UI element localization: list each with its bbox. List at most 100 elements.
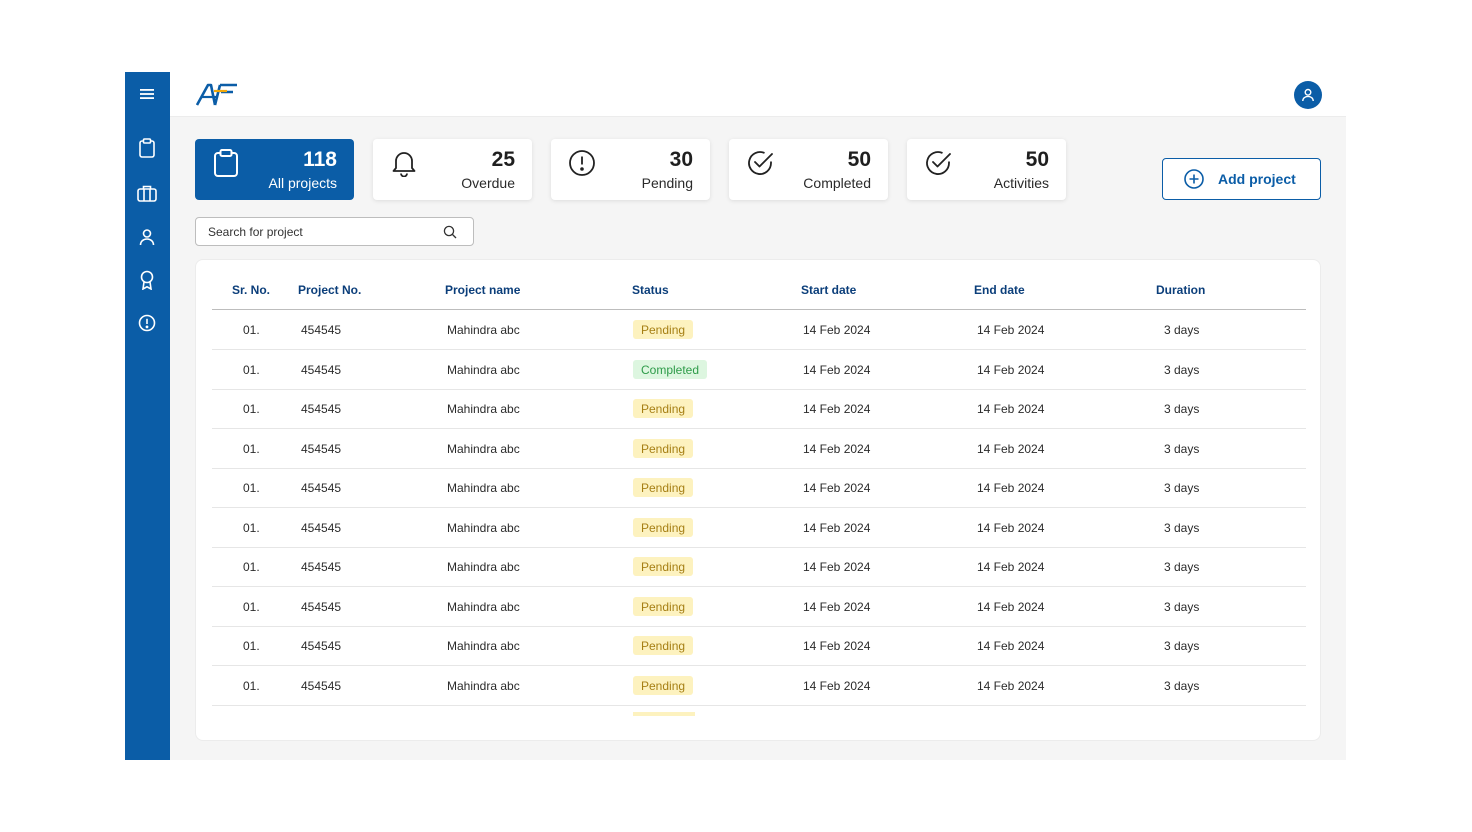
cell-duration: 3 days	[1164, 323, 1200, 337]
status-badge: Pending	[633, 636, 694, 655]
column-header: Project name	[445, 283, 521, 297]
stat-label: All projects	[268, 175, 337, 191]
cell-project-name: Mahindra abc	[447, 600, 520, 614]
table-row[interactable]: 01. 454545 Mahindra abc Pending 14 Feb 2…	[212, 429, 1306, 469]
table-row[interactable]: 01. 454545 Mahindra abc Pending 14 Feb 2…	[212, 310, 1306, 350]
clipboard-icon[interactable]	[136, 137, 158, 159]
alert-circle-icon[interactable]	[136, 312, 158, 334]
cell-project-no: 454545	[301, 442, 342, 456]
cell-project-no: 454545	[301, 560, 342, 574]
cell-project-no: 454545	[301, 679, 342, 693]
stat-count: 30	[669, 148, 693, 171]
stat-label: Activities	[993, 175, 1049, 191]
cell-duration: 3 days	[1164, 679, 1200, 693]
cell-start-date: 14 Feb 2024	[803, 323, 871, 337]
cell-duration: 3 days	[1164, 363, 1200, 377]
cell-project-name: Mahindra abc	[447, 521, 520, 535]
stat-card-pending[interactable]: 30 Pending	[551, 139, 710, 200]
cell-project-name: Mahindra abc	[447, 481, 520, 495]
company-logo[interactable]	[195, 81, 240, 107]
cell-project-no: 454545	[301, 600, 342, 614]
column-header: Project No.	[298, 283, 362, 297]
status-badge: Pending	[633, 478, 694, 497]
check-circle-icon	[925, 149, 951, 177]
status-badge: Pending	[633, 320, 694, 339]
stat-card-completed[interactable]: 50 Completed	[729, 139, 888, 200]
stat-count: 50	[1025, 148, 1049, 171]
stat-label: Pending	[641, 175, 693, 191]
cell-duration: 3 days	[1164, 521, 1200, 535]
user-icon[interactable]	[136, 226, 158, 248]
stat-count: 50	[847, 148, 871, 171]
search-input[interactable]	[208, 224, 428, 240]
column-header: Status	[632, 283, 669, 297]
cell-start-date: 14 Feb 2024	[803, 521, 871, 535]
cell-project-no: 454545	[301, 521, 342, 535]
top-bar	[170, 72, 1346, 117]
table-row[interactable]: 01. 454545 Mahindra abc Pending 14 Feb 2…	[212, 508, 1306, 548]
plus-circle-icon	[1184, 169, 1204, 189]
cell-project-name: Mahindra abc	[447, 560, 520, 574]
cell-start-date: 14 Feb 2024	[803, 600, 871, 614]
cell-sr-no: 01.	[243, 521, 260, 535]
column-header: End date	[974, 283, 1025, 297]
next-row-badge-peek	[633, 712, 695, 716]
table-row[interactable]: 01. 454545 Mahindra abc Completed 14 Feb…	[212, 350, 1306, 390]
cell-duration: 3 days	[1164, 402, 1200, 416]
user-avatar[interactable]	[1294, 81, 1322, 109]
add-project-label: Add project	[1218, 171, 1296, 187]
briefcase-icon[interactable]	[136, 182, 158, 204]
status-badge: Pending	[633, 676, 694, 695]
table-header: Sr. No. Project No. Project name Status …	[212, 260, 1306, 310]
cell-project-name: Mahindra abc	[447, 402, 520, 416]
cell-project-name: Mahindra abc	[447, 639, 520, 653]
stat-count: 25	[491, 148, 515, 171]
status-badge: Pending	[633, 518, 694, 537]
cell-sr-no: 01.	[243, 442, 260, 456]
cell-end-date: 14 Feb 2024	[977, 521, 1045, 535]
table-row[interactable]: 01. 454545 Mahindra abc Pending 14 Feb 2…	[212, 389, 1306, 429]
stat-card-activities[interactable]: 50 Activities	[907, 139, 1066, 200]
add-project-button[interactable]: Add project	[1162, 158, 1321, 200]
stat-label: Overdue	[461, 175, 515, 191]
award-icon[interactable]	[136, 269, 158, 291]
stat-card-all-projects[interactable]: 118 All projects	[195, 139, 354, 200]
projects-table: Sr. No. Project No. Project name Status …	[195, 259, 1321, 741]
status-badge: Pending	[633, 439, 694, 458]
cell-duration: 3 days	[1164, 639, 1200, 653]
cell-start-date: 14 Feb 2024	[803, 560, 871, 574]
clipboard-icon	[213, 149, 239, 177]
column-header: Start date	[801, 283, 857, 297]
table-row[interactable]: 01. 454545 Mahindra abc Pending 14 Feb 2…	[212, 587, 1306, 627]
status-badge: Completed	[633, 360, 708, 379]
table-row[interactable]: 01. 454545 Mahindra abc Pending 14 Feb 2…	[212, 468, 1306, 508]
status-badge: Pending	[633, 597, 694, 616]
cell-project-name: Mahindra abc	[447, 363, 520, 377]
check-circle-icon	[747, 149, 773, 177]
cell-project-name: Mahindra abc	[447, 442, 520, 456]
cell-sr-no: 01.	[243, 402, 260, 416]
cell-project-no: 454545	[301, 481, 342, 495]
cell-sr-no: 01.	[243, 481, 260, 495]
stat-card-overdue[interactable]: 25 Overdue	[373, 139, 532, 200]
search-icon[interactable]	[443, 225, 457, 239]
cell-project-no: 454545	[301, 323, 342, 337]
column-header: Sr. No.	[232, 283, 271, 297]
cell-start-date: 14 Feb 2024	[803, 481, 871, 495]
column-header: Duration	[1156, 283, 1206, 297]
status-badge: Pending	[633, 557, 694, 576]
stat-label: Completed	[803, 175, 871, 191]
cell-sr-no: 01.	[243, 560, 260, 574]
cell-start-date: 14 Feb 2024	[803, 679, 871, 693]
cell-duration: 3 days	[1164, 600, 1200, 614]
cell-end-date: 14 Feb 2024	[977, 560, 1045, 574]
table-row[interactable]: 01. 454545 Mahindra abc Pending 14 Feb 2…	[212, 666, 1306, 706]
table-row[interactable]: 01. 454545 Mahindra abc Pending 14 Feb 2…	[212, 547, 1306, 587]
menu-icon[interactable]	[136, 83, 158, 105]
cell-duration: 3 days	[1164, 560, 1200, 574]
bell-icon	[391, 149, 417, 178]
table-row[interactable]: 01. 454545 Mahindra abc Pending 14 Feb 2…	[212, 626, 1306, 666]
cell-start-date: 14 Feb 2024	[803, 442, 871, 456]
cell-end-date: 14 Feb 2024	[977, 402, 1045, 416]
search-box	[195, 217, 474, 246]
